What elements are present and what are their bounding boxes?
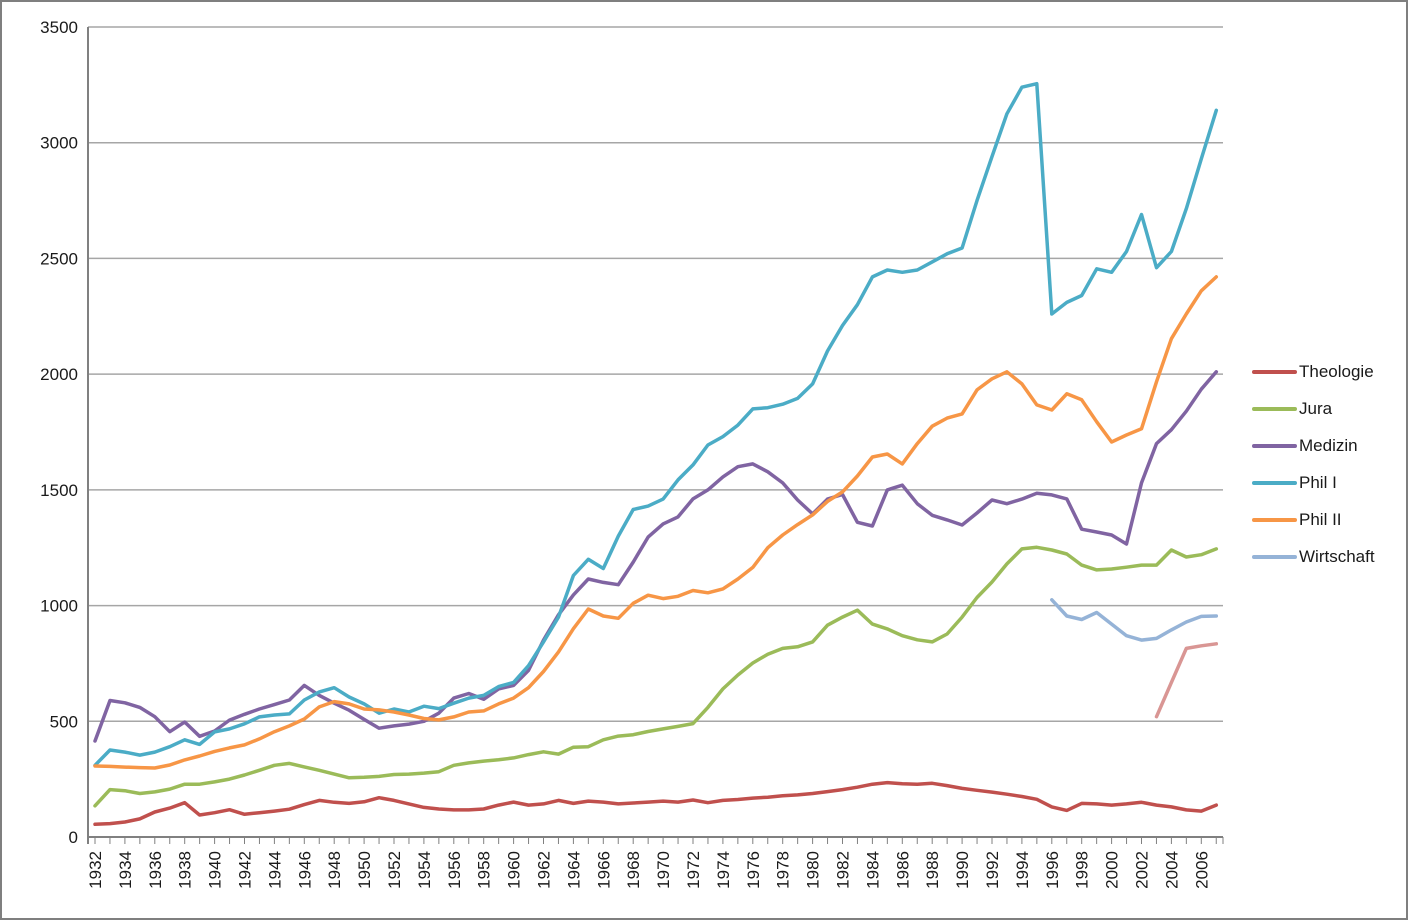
- x-axis-label-2002: 2002: [1133, 851, 1152, 889]
- x-axis-label-1984: 1984: [863, 851, 882, 889]
- x-axis-label-1978: 1978: [774, 851, 793, 889]
- series-line-phil-ii: [93, 275, 1219, 770]
- x-axis-label-1996: 1996: [1043, 851, 1062, 889]
- x-axis-label-1954: 1954: [415, 851, 434, 889]
- x-axis-label-1972: 1972: [684, 851, 703, 889]
- legend-item-phil-2: Phil II: [1252, 501, 1375, 538]
- x-axis-label-1986: 1986: [893, 851, 912, 889]
- x-axis-label-1960: 1960: [505, 851, 524, 889]
- series-line-medizin: [93, 370, 1219, 743]
- y-axis-label-2500: 2500: [40, 249, 78, 268]
- x-axis-label-1992: 1992: [983, 851, 1002, 889]
- series-line-theologie: [93, 780, 1219, 827]
- x-axis-label-1942: 1942: [236, 851, 255, 889]
- legend-label-phil-2: Phil II: [1299, 509, 1342, 529]
- y-axis-label-500: 500: [50, 712, 78, 731]
- y-axis-label-1000: 1000: [40, 597, 78, 616]
- x-axis-label-1948: 1948: [325, 851, 344, 889]
- legend-swatch-phil-2: [1252, 517, 1297, 522]
- y-axis-label-3500: 3500: [40, 18, 78, 37]
- y-axis-label-0: 0: [69, 828, 78, 847]
- chart-legend: Theologie Jura Medizin Phil I Phil II Wi…: [1252, 353, 1375, 575]
- x-axis-label-1998: 1998: [1073, 851, 1092, 889]
- series-line-wirtschaft: [1050, 598, 1219, 642]
- y-axis-label-2000: 2000: [40, 365, 78, 384]
- legend-swatch-medizin: [1252, 443, 1297, 448]
- x-axis-label-1956: 1956: [445, 851, 464, 889]
- legend-label-theologie: Theologie: [1299, 361, 1374, 381]
- x-axis-label-1980: 1980: [804, 851, 823, 889]
- x-axis-label-1950: 1950: [355, 851, 374, 889]
- series-line-jura: [93, 545, 1219, 808]
- legend-swatch-jura: [1252, 406, 1297, 411]
- legend-label-jura: Jura: [1299, 398, 1333, 418]
- x-axis-label-1944: 1944: [265, 851, 284, 889]
- x-axis-label-1976: 1976: [744, 851, 763, 889]
- x-axis-label-1940: 1940: [206, 851, 225, 889]
- legend-item-wirtschaft: Wirtschaft: [1252, 538, 1375, 575]
- x-axis-label-1936: 1936: [146, 851, 165, 889]
- x-axis-label-1938: 1938: [176, 851, 195, 889]
- series-line-unlabeled: [1154, 642, 1219, 719]
- legend-swatch-theologie: [1252, 369, 1297, 374]
- legend-item-jura: Jura: [1252, 390, 1375, 427]
- x-axis-label-2004: 2004: [1162, 851, 1181, 889]
- x-axis-label-1982: 1982: [834, 851, 853, 889]
- x-axis-label-1994: 1994: [1013, 851, 1032, 889]
- legend-swatch-phil-1: [1252, 480, 1297, 485]
- legend-label-wirtschaft: Wirtschaft: [1299, 546, 1375, 566]
- legend-label-phil-1: Phil I: [1299, 472, 1337, 492]
- legend-item-phil-1: Phil I: [1252, 464, 1375, 501]
- x-axis-label-2006: 2006: [1192, 851, 1211, 889]
- series-line-phil-i: [93, 81, 1219, 768]
- legend-item-medizin: Medizin: [1252, 427, 1375, 464]
- y-axis-label-3000: 3000: [40, 134, 78, 153]
- x-axis-label-1990: 1990: [953, 851, 972, 889]
- legend-item-theologie: Theologie: [1252, 353, 1375, 390]
- x-axis-label-1964: 1964: [564, 851, 583, 889]
- x-axis-label-1958: 1958: [475, 851, 494, 889]
- x-axis-label-1932: 1932: [86, 851, 105, 889]
- x-axis-label-2000: 2000: [1103, 851, 1122, 889]
- x-axis-label-1970: 1970: [654, 851, 673, 889]
- x-axis-label-1946: 1946: [295, 851, 314, 889]
- x-axis-label-1988: 1988: [923, 851, 942, 889]
- x-axis-label-1934: 1934: [116, 851, 135, 889]
- x-axis-label-1962: 1962: [535, 851, 554, 889]
- x-axis-label-1968: 1968: [624, 851, 643, 889]
- x-axis-label-1966: 1966: [594, 851, 613, 889]
- x-axis-label-1952: 1952: [385, 851, 404, 889]
- legend-label-medizin: Medizin: [1299, 435, 1358, 455]
- x-axis-label-1974: 1974: [714, 851, 733, 889]
- y-axis-label-1500: 1500: [40, 481, 78, 500]
- legend-swatch-wirtschaft: [1252, 554, 1297, 559]
